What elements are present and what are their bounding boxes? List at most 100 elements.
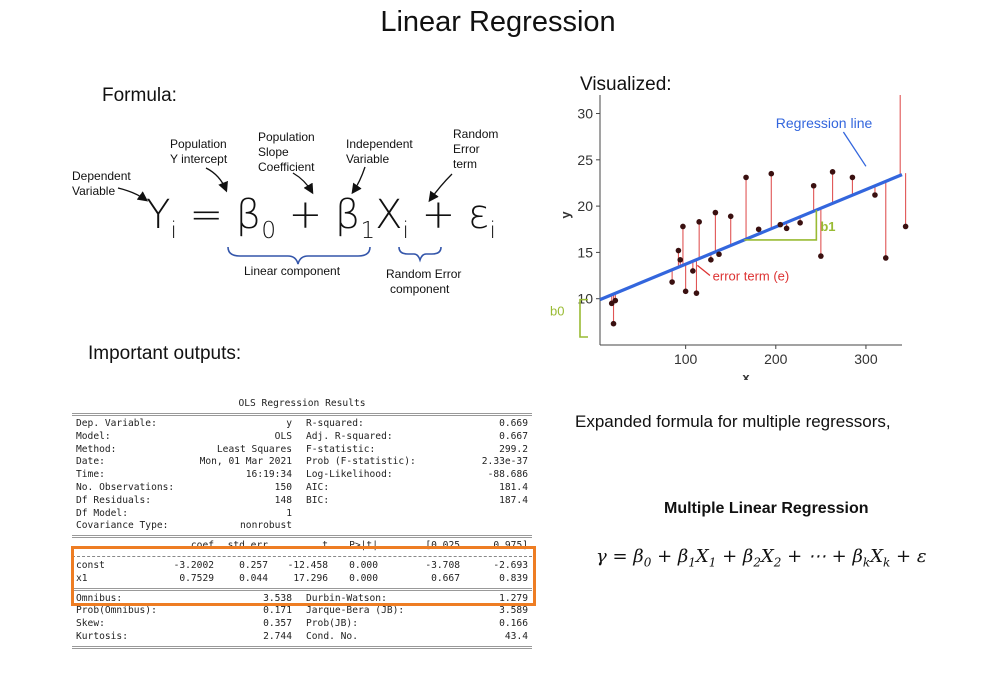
ols-diag-label: Skew: (76, 618, 105, 630)
ols-coef-value: -3.2002 (173, 559, 214, 571)
ols-summary-label: Log-Likelihood: (306, 469, 393, 481)
brace-linear-component (227, 246, 371, 265)
ols-summary-value: 181.4 (499, 481, 528, 493)
ols-summary-label: R-squared: (306, 418, 364, 429)
ols-summary-row: Df Model: 1 (72, 508, 532, 521)
formula-arrows (117, 166, 453, 265)
data-point (680, 223, 686, 230)
mlr-equation: γ = β0 + β1X1 + β2X2 + ⋯ + βkXk + ε (596, 546, 927, 570)
ols-coef-value: 0.000 (349, 572, 378, 584)
ols-coef-table: const -3.2002 0.257 -12.458 0.000 -3.708 -2.69… (72, 560, 532, 586)
ols-diag-value: 3.538 (263, 592, 292, 604)
ols-summary-label: Covariance Type: (76, 520, 169, 532)
ols-diagnostics: Omnibus: 3.538 Durbin-Watson: 1.279 Prob(Omn… (72, 593, 532, 644)
ols-coef-value: 0.667 (431, 572, 460, 584)
y-tick-label: 20 (577, 198, 593, 214)
regression-line (599, 173, 903, 302)
label-dependent-variable: Dependent Variable (72, 169, 131, 198)
outputs-heading: Important outputs: (88, 343, 242, 364)
data-point (612, 297, 619, 304)
ols-summary-value: 148 (274, 494, 292, 506)
ols-diag-row: Prob(Omnibus): 0.171 Jarque-Bera (JB): 3.58… (72, 605, 532, 618)
b1-slope-triangle (744, 210, 818, 241)
ols-diag-value: 43.4 (504, 630, 528, 642)
x-tick-label: 200 (764, 351, 788, 367)
ols-summary-value: 1 (286, 507, 292, 519)
ols-coef-label: x1 (76, 572, 88, 584)
data-point (693, 290, 700, 296)
ols-coef-value: 0.839 (499, 572, 528, 584)
ols-coef-header-cell: P>|t| (349, 540, 378, 552)
data-point (727, 213, 734, 220)
ols-coef-label: const (76, 559, 105, 571)
y-axis-title: y (558, 211, 573, 219)
ols-summary-row: Model: OLS Adj. R-squared: 0.667 (72, 431, 532, 444)
ols-summary-row: Dep. Variable: y R-squared: 0.669 (72, 418, 532, 431)
arrow-slope (292, 172, 314, 195)
ols-coef-value: -3.708 (425, 559, 460, 571)
data-point (797, 219, 803, 226)
ols-summary-label: Method: (76, 443, 117, 455)
ols-coef-value: 0.000 (349, 559, 378, 571)
page-title: Linear Regression (380, 6, 616, 38)
data-point (818, 253, 824, 259)
data-point (849, 174, 856, 181)
label-random-error-term: Random Error term (453, 127, 499, 171)
ols-summary-label: Date: (76, 456, 105, 468)
data-point (810, 182, 817, 189)
ols-coef-row: x1 0.7529 0.044 17.296 0.000 0.667 0.839 (72, 573, 532, 586)
b0-label: b0 (550, 303, 564, 318)
data-point (675, 247, 682, 254)
ols-diag-value: 3.589 (499, 605, 528, 617)
error-term-pointer (696, 264, 711, 277)
ols-summary-value: -88.686 (487, 469, 528, 481)
ols-diag-label: Cond. No. (306, 630, 358, 642)
ols-summary-value: y (286, 418, 292, 429)
data-point (783, 225, 790, 232)
ols-summary-value: Mon, 01 Mar 2021 (199, 456, 292, 468)
ols-summary-row: Df Residuals: 148 BIC: 187.4 (72, 495, 532, 508)
ols-summary-label: AIC: (306, 481, 330, 493)
ols-summary-value: 2.33e-37 (481, 456, 528, 468)
ols-coef-value: 17.296 (293, 572, 328, 584)
regression-chart: 10 15 20 25 30 100 200 300 x y b1 b0 Regression line… (550, 95, 909, 380)
ols-coef-row: const -3.2002 0.257 -12.458 0.000 -3.708 -2.69… (72, 560, 532, 573)
ols-diag-label: Kurtosis: (76, 630, 128, 642)
ols-diag-label: Jarque-Bera (JB): (306, 605, 405, 617)
expanded-formula-text: Expanded formula for multiple regressors… (575, 412, 891, 431)
y-tick-label: 25 (577, 152, 593, 168)
arrow-intercept (205, 167, 228, 193)
error-term-label: error term (e) (713, 269, 790, 284)
ols-summary-row: Method: Least Squares F-statistic: 299.2 (72, 444, 532, 457)
ols-coef-value: -2.693 (493, 559, 528, 571)
arrow-independent (351, 166, 366, 195)
b1-label: b1 (820, 219, 835, 234)
ols-summary-label: Df Model: (76, 507, 128, 519)
ols-diag-label: Prob(Omnibus): (76, 605, 157, 617)
label-independent-variable: Independent Variable (346, 137, 413, 166)
ols-summary-label: F-statistic: (306, 443, 376, 455)
ols-summary-value: 0.667 (499, 430, 528, 442)
data-point (708, 257, 714, 263)
regression-label-pointer (842, 131, 867, 167)
data-point (716, 251, 722, 258)
ols-summary-row: Date: Mon, 01 Mar 2021 Prob (F-statistic):… (72, 456, 532, 469)
data-point (829, 169, 836, 175)
coef-highlight-box (71, 546, 536, 606)
y-tick-label: 30 (577, 106, 593, 122)
arrow-dependent (117, 187, 149, 202)
ols-coef-value: 0.257 (239, 559, 268, 571)
data-point (777, 221, 784, 228)
arrow-error (428, 173, 453, 203)
ols-coef-header-cell: coef (190, 540, 214, 552)
ols-diag-value: 1.279 (499, 592, 528, 604)
ols-summary-label: Dep. Variable: (76, 418, 157, 429)
ols-summary-label: Prob (F-statistic): (306, 456, 416, 468)
ols-diag-row: Kurtosis: 2.744 Cond. No. 43.4 (72, 631, 532, 644)
ols-diag-label: Durbin-Watson: (306, 592, 387, 604)
data-point (677, 257, 684, 263)
ols-diag-value: 0.171 (263, 605, 292, 617)
data-point (743, 174, 749, 181)
ols-diag-label: Omnibus: (76, 592, 123, 604)
ols-coef-header-cell: std err (227, 540, 268, 552)
